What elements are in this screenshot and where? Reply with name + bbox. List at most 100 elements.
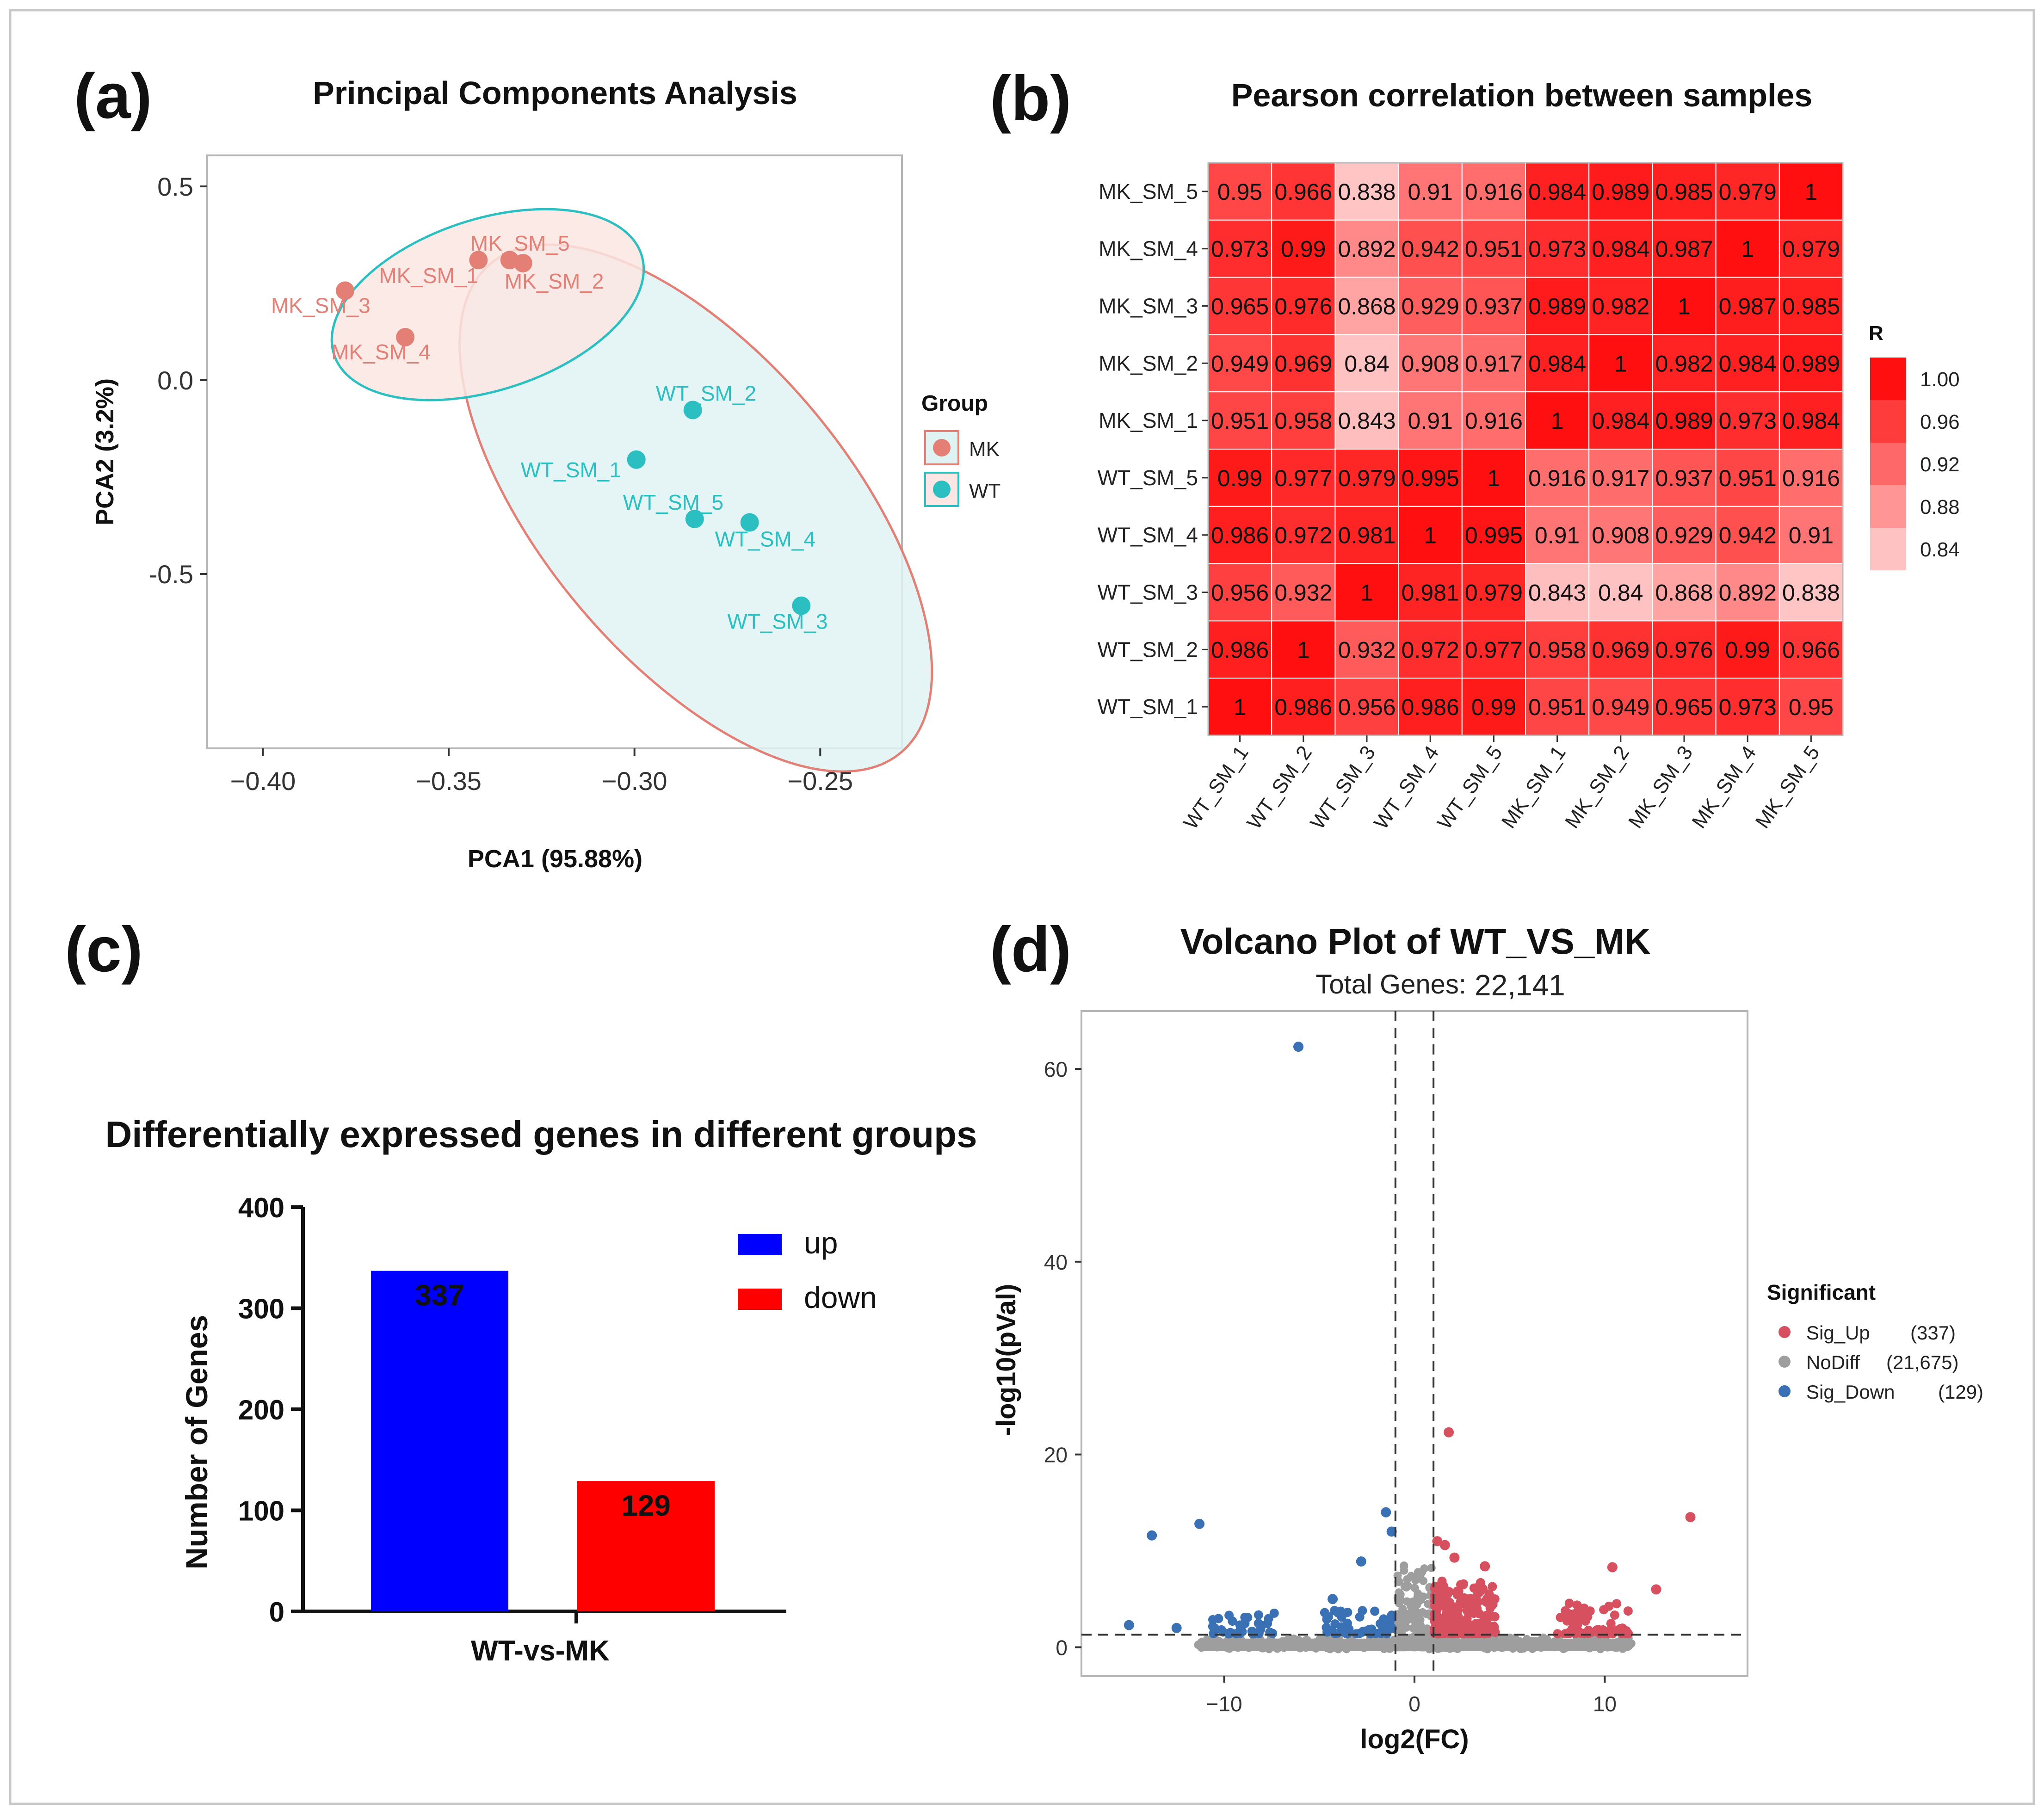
heatmap-cell-value: 0.981 [1338, 523, 1396, 549]
heatmap-cell [1461, 277, 1526, 335]
heatmap-cell-value: 0.984 [1592, 236, 1649, 262]
volcano-legend-name: NoDiff [1806, 1351, 1860, 1373]
pca-point-wt_sm_1 [627, 450, 646, 469]
heatmap-cell [1588, 620, 1653, 679]
pca-points: WT_SM_1 WT_SM_2 WT_SM_3 WT_SM_4 WT_SM_5 MK_SM… [271, 231, 828, 633]
volcano-legend-count: (21,675) [1886, 1351, 1958, 1373]
volcano-point-down [1356, 1556, 1366, 1567]
volcano-point-nodiff [1359, 1643, 1368, 1652]
heatmap-cell [1778, 678, 1844, 736]
volcano-point-down [1194, 1518, 1205, 1529]
volcano-point-nodiff [1396, 1643, 1405, 1652]
heatmap-cell-value: 0.984 [1592, 408, 1649, 434]
volcano-point-nodiff [1456, 1640, 1464, 1649]
heatmap-cell-value: 0.95 [1789, 694, 1834, 720]
heatmap-cell [1525, 506, 1590, 564]
heatmap-cell-value: 0.958 [1528, 637, 1586, 663]
volcano-point-nodiff [1267, 1637, 1276, 1646]
heatmap-cell-value: 0.965 [1211, 294, 1269, 320]
heatmap-cell-value: 0.966 [1274, 179, 1332, 205]
heatmap-row-label: MK_SM_1 [1099, 408, 1198, 432]
volcano-point-up [1600, 1629, 1610, 1638]
volcano-point-nodiff [1400, 1566, 1408, 1575]
heatmap-col-label: MK_SM_2 [1561, 742, 1634, 833]
volcano-point-nodiff [1408, 1597, 1417, 1606]
heatmap-cell [1461, 391, 1526, 450]
heatmap-cell-value: 1 [1678, 294, 1691, 320]
figure-border [9, 9, 2035, 1805]
volcano-point-up [1437, 1625, 1446, 1635]
heatmap-cell [1271, 563, 1336, 622]
heatmap-row-label: MK_SM_4 [1099, 237, 1198, 261]
volcano-point-nodiff [1418, 1567, 1426, 1576]
volcano-y-tick-label: 60 [1044, 1057, 1068, 1081]
panel-c: (c) Differentially expressed genes in di… [65, 914, 977, 1667]
volcano-point-nodiff [1559, 1643, 1568, 1652]
volcano-point-nodiff [1413, 1640, 1421, 1649]
heatmap-cell [1461, 620, 1526, 679]
volcano-point-down [1343, 1607, 1352, 1617]
pca-point-label: MK_SM_4 [331, 340, 431, 364]
bar-bars: 337 129 [371, 1271, 715, 1611]
volcano-point-nodiff [1225, 1643, 1234, 1652]
volcano-plot-area [1081, 1010, 1748, 1677]
heatmap-cell [1652, 506, 1717, 564]
volcano-point-up [1553, 1629, 1562, 1639]
heatmap-cell [1525, 162, 1590, 221]
heatmap-cell-value: 0.929 [1402, 294, 1459, 320]
heatmap-cell-value: 0.929 [1655, 523, 1713, 549]
volcano-point-down [1254, 1610, 1263, 1620]
panel-a: (a) Principal Components Analysis WT_SM_… [74, 61, 1000, 873]
volcano-point-nodiff [1422, 1627, 1431, 1635]
pca-point-label: WT_SM_5 [623, 490, 723, 514]
bar-y-ticks: 0 100 200 300 400 [238, 1192, 303, 1628]
heatmap-cell-value: 0.989 [1592, 179, 1649, 205]
heatmap-row-label: WT_SM_4 [1098, 523, 1198, 547]
heatmap-cell [1778, 162, 1844, 221]
volcano-point-down [1375, 1619, 1385, 1629]
volcano-point-down [1355, 1612, 1365, 1622]
bar-down [577, 1481, 715, 1611]
heatmap-cell [1398, 678, 1463, 736]
heatmap-cell [1334, 506, 1399, 564]
pca-x-tick-label: −0.35 [416, 766, 482, 796]
volcano-point-nodiff [1395, 1577, 1403, 1586]
heatmap-cell-value: 0.979 [1465, 580, 1523, 606]
heatmap-cell [1588, 678, 1653, 736]
heatmap-cell-value: 0.987 [1655, 236, 1713, 262]
volcano-point-down [1171, 1623, 1182, 1633]
volcano-point-up [1623, 1606, 1633, 1616]
pca-point-label: WT_SM_2 [656, 382, 756, 406]
volcano-point-up [1562, 1629, 1571, 1638]
heatmap-cell-value: 0.986 [1402, 694, 1459, 720]
volcano-point-up [1476, 1578, 1485, 1587]
volcano-point-down [1254, 1618, 1263, 1628]
pca-point-mk_sm_5 [500, 251, 519, 270]
heatmap-cell-value: 0.976 [1274, 294, 1332, 320]
heatmap-cell-value: 0.91 [1408, 408, 1453, 434]
heatmap-cell [1525, 449, 1590, 507]
volcano-point-up [1453, 1605, 1463, 1615]
heatmap-cell-value: 1 [1551, 408, 1564, 434]
heatmap-cell [1334, 162, 1399, 221]
volcano-legend-title: Significant [1767, 1280, 1876, 1304]
bar-title: Differentially expressed genes in differ… [105, 1114, 977, 1155]
bar-legend-swatch-down [738, 1289, 782, 1310]
pca-legend-label: WT [969, 480, 1000, 502]
pca-legend: Group MK WT [921, 391, 1000, 507]
heatmap-cell-value: 1 [1424, 523, 1437, 549]
pca-point-label: MK_SM_1 [379, 264, 478, 288]
pca-point-wt_sm_4 [740, 513, 759, 532]
volcano-title: Volcano Plot of WT_VS_MK [1180, 921, 1651, 962]
volcano-point-up [1432, 1536, 1443, 1547]
volcano-legend-count: (337) [1910, 1322, 1956, 1344]
volcano-y-tick-label: 20 [1044, 1443, 1068, 1467]
volcano-point-up [1442, 1589, 1451, 1599]
volcano-point-up [1441, 1598, 1451, 1608]
heatmap-cell [1652, 449, 1717, 507]
pca-point-label: MK_SM_2 [505, 269, 604, 293]
heatmap-cell [1778, 563, 1844, 622]
heatmap-row-label: WT_SM_2 [1098, 637, 1198, 661]
bar-x-category-label: WT-vs-MK [471, 1635, 610, 1667]
